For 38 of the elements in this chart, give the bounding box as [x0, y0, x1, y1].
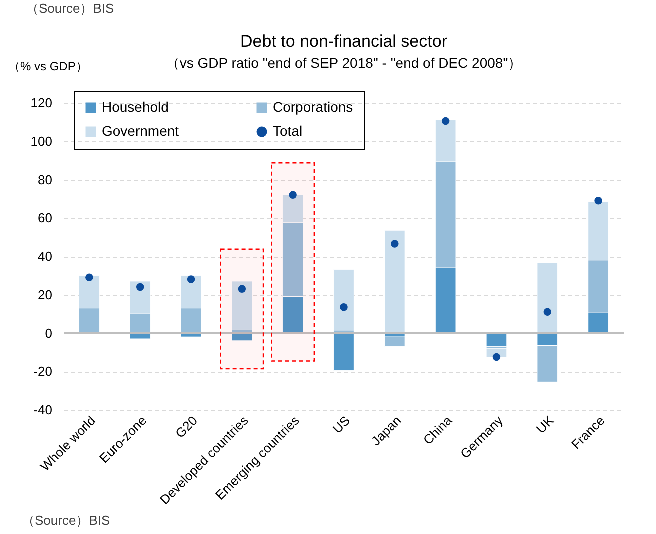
y-axis-title: （% vs GDP） — [8, 60, 88, 74]
bar — [334, 270, 354, 331]
bar — [486, 333, 508, 347]
point — [594, 196, 602, 205]
legend-label: Corporations — [273, 99, 354, 115]
y-tick-label: 0 — [45, 326, 52, 341]
bar — [232, 281, 253, 330]
point — [340, 303, 348, 312]
point — [86, 274, 94, 282]
bar — [334, 333, 354, 371]
point — [544, 308, 552, 316]
x-tick-label: UK — [533, 412, 558, 436]
y-tick-label: -20 — [34, 364, 52, 380]
legend-label: Household — [102, 99, 169, 115]
point — [492, 353, 501, 362]
legend-label: Total — [273, 123, 303, 139]
y-tick-label: 60 — [38, 210, 52, 226]
bar — [384, 230, 406, 334]
y-tick-label: 100 — [30, 134, 52, 149]
y-tick-label: 20 — [38, 287, 52, 302]
x-tick-label: G20 — [172, 413, 200, 442]
point — [136, 283, 144, 292]
point — [187, 276, 196, 284]
y-tick-label: 80 — [38, 172, 52, 188]
y-tick-label: 120 — [30, 96, 52, 110]
x-tick-label: US — [330, 412, 354, 436]
text: （Source）BIS — [22, 512, 110, 530]
point — [442, 117, 450, 126]
legend-label: Government — [102, 123, 180, 139]
chart-title: Debt to non-financial sector — [240, 32, 448, 51]
point — [238, 285, 246, 293]
chart-subtitle: （vs GDP ratio "end of SEP 2018" - "end of DEC 2008"） — [166, 55, 522, 71]
point — [391, 240, 399, 248]
point — [289, 191, 297, 199]
y-tick-label: 40 — [38, 249, 52, 264]
y-tick-label: -40 — [34, 402, 52, 418]
text: （Source）BIS — [26, 0, 114, 18]
bar — [384, 336, 406, 347]
